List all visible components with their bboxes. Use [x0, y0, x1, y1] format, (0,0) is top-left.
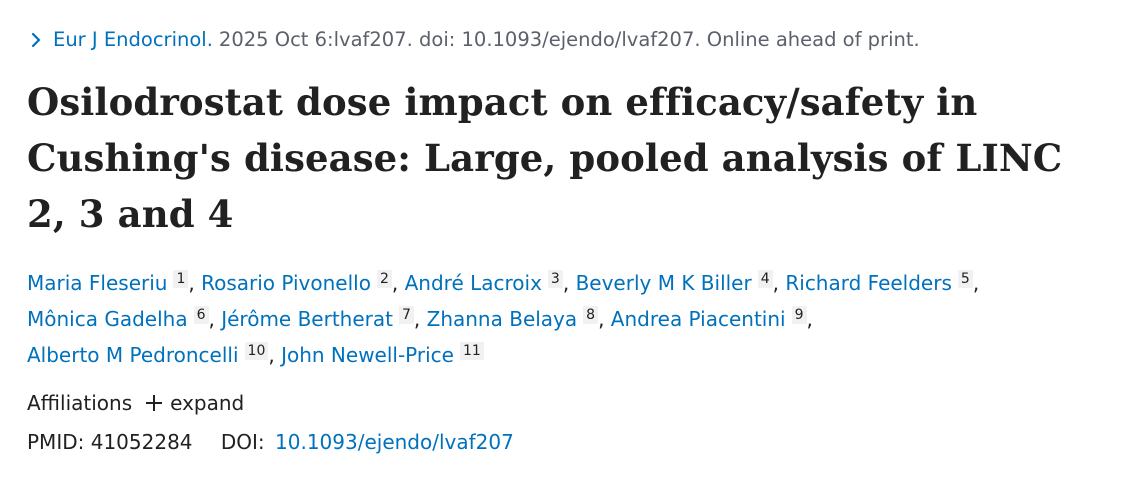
- citation-details: 2025 Oct 6:lvaf207. doi: 10.1093/ejendo/…: [218, 28, 920, 51]
- authors-list: Maria Fleseriu 1, Rosario Pivonello 2, And…: [27, 270, 980, 367]
- affiliation-number[interactable]: 10: [244, 342, 269, 360]
- author-item: Alberto M Pedroncelli 10: [27, 342, 269, 367]
- journal-link[interactable]: Eur J Endocrinol.: [53, 28, 213, 51]
- article-title: Osilodrostat dose impact on efficacy/saf…: [27, 80, 1063, 236]
- affiliations-row: Affiliations expand: [27, 389, 1093, 417]
- author-link[interactable]: Maria Fleseriu: [27, 271, 168, 295]
- affiliation-number[interactable]: 6: [193, 306, 209, 324]
- author-link[interactable]: Andrea Piacentini: [610, 307, 786, 331]
- author-item: John Newell-Price 11: [281, 342, 484, 367]
- author-link[interactable]: Jérôme Bertherat: [221, 307, 393, 331]
- author-item: Mônica Gadelha 6: [27, 306, 209, 331]
- affiliations-expand-button[interactable]: expand: [146, 389, 244, 417]
- author-item: Richard Feelders 5: [785, 270, 973, 295]
- author-link[interactable]: Zhanna Belaya: [426, 307, 578, 331]
- expand-label: expand: [170, 391, 245, 415]
- affiliation-number[interactable]: 4: [757, 270, 773, 288]
- affiliation-number[interactable]: 7: [398, 306, 414, 324]
- plus-icon: [146, 395, 163, 411]
- author-item: Maria Fleseriu 1: [27, 270, 189, 295]
- affiliations-label: Affiliations: [27, 391, 133, 415]
- citation-line: Eur J Endocrinol. 2025 Oct 6:lvaf207. do…: [27, 26, 1093, 54]
- author-item: Rosario Pivonello 2: [201, 270, 392, 295]
- author-link[interactable]: John Newell-Price: [281, 343, 454, 367]
- doi-link[interactable]: 10.1093/ejendo/lvaf207: [275, 430, 514, 454]
- identifiers-row: PMID: 41052284 DOI: 10.1093/ejendo/lvaf2…: [27, 428, 1093, 456]
- doi-label: DOI:: [220, 430, 265, 454]
- affiliation-number[interactable]: 2: [376, 270, 392, 288]
- affiliation-number[interactable]: 1: [173, 270, 189, 288]
- author-item: André Lacroix 3: [404, 270, 563, 295]
- pmid-label: PMID:: [27, 430, 85, 454]
- affiliation-number[interactable]: 8: [583, 306, 599, 324]
- author-item: Jérôme Bertherat 7: [221, 306, 414, 331]
- affiliation-number[interactable]: 9: [791, 306, 807, 324]
- author-item: Beverly M K Biller 4: [575, 270, 773, 295]
- author-link[interactable]: Mônica Gadelha: [27, 307, 188, 331]
- affiliation-number[interactable]: 11: [459, 342, 484, 360]
- author-link[interactable]: Beverly M K Biller: [575, 271, 752, 295]
- affiliation-number[interactable]: 5: [957, 270, 973, 288]
- author-link[interactable]: André Lacroix: [404, 271, 542, 295]
- chevron-right-icon[interactable]: [27, 31, 45, 49]
- author-item: Andrea Piacentini 9: [610, 306, 807, 331]
- affiliation-number[interactable]: 3: [547, 270, 563, 288]
- author-link[interactable]: Rosario Pivonello: [201, 271, 371, 295]
- author-link[interactable]: Alberto M Pedroncelli: [27, 343, 239, 367]
- author-item: Zhanna Belaya 8: [426, 306, 599, 331]
- author-link[interactable]: Richard Feelders: [785, 271, 952, 295]
- pmid-value: 41052284: [90, 430, 193, 454]
